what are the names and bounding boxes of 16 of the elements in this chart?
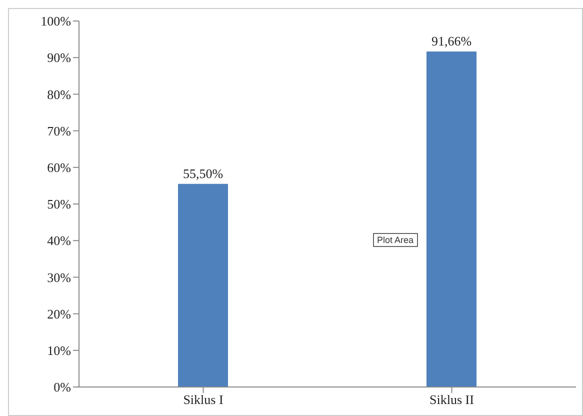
y-tick-label: 0% (54, 380, 72, 395)
x-tick-label: Siklus II (430, 392, 474, 408)
data-label: 91,66% (431, 34, 472, 49)
y-tick-label: 20% (47, 306, 72, 322)
y-tick-label: 50% (47, 196, 72, 212)
y-tick-label: 40% (47, 233, 72, 248)
y-tick-label: 30% (47, 270, 72, 285)
y-tick-label: 10% (47, 343, 72, 358)
data-label: 55,50% (182, 166, 224, 181)
y-tick-label: 100% (40, 14, 72, 29)
y-tick-label: 80% (47, 86, 72, 102)
y-tick-label: 60% (47, 160, 72, 176)
x-tick-label: Siklus I (183, 392, 224, 408)
y-tick-label: 90% (47, 50, 72, 66)
y-tick-label: 70% (47, 123, 72, 138)
annotation: Plot Area (373, 233, 418, 247)
